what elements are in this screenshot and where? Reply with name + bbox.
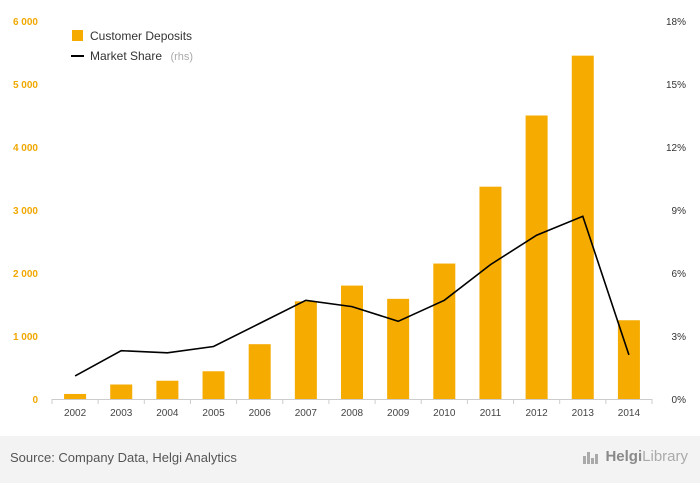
y-left-tick-label: 6 000: [13, 17, 38, 28]
y-left-tick-label: 5 000: [13, 80, 38, 91]
x-tick-label: 2003: [110, 408, 133, 419]
y-right-tick-label: 0%: [672, 395, 687, 406]
x-tick-label: 2010: [433, 408, 456, 419]
bar-2004: [156, 380, 179, 399]
library-logo-icon: [583, 450, 601, 464]
legend-label-market-share: Market Share (rhs): [90, 47, 193, 64]
bar-2013: [571, 55, 594, 400]
y-right-tick-label: 15%: [666, 80, 686, 91]
bar-2003: [110, 384, 133, 399]
deposit-bars: [64, 55, 640, 400]
x-tick-label: 2008: [341, 408, 364, 419]
bar-2006: [248, 344, 271, 399]
helgi-library-logo: HelgiLibrary: [583, 448, 688, 465]
bar-2011: [479, 186, 502, 399]
x-tick-label: 2007: [295, 408, 318, 419]
x-tick-label: 2006: [249, 408, 272, 419]
x-tick-label: 2011: [480, 408, 502, 419]
bar-2008: [341, 285, 363, 399]
y-left-tick-label: 3 000: [13, 206, 38, 217]
x-tick-label: 2005: [202, 408, 225, 419]
y-right-tick-label: 9%: [672, 206, 687, 217]
x-tick-label: 2009: [387, 408, 410, 419]
legend-swatch-deposits: [72, 30, 83, 41]
bar-2010: [433, 263, 456, 399]
x-tick-label: 2014: [618, 408, 641, 419]
logo-word-rest: Library: [642, 448, 688, 465]
y-right-tick-label: 12%: [666, 143, 686, 154]
y-right-tick-label: 3%: [672, 332, 687, 343]
legend-label-market-share-text: Market Share: [90, 49, 162, 63]
x-tick-label: 2004: [156, 408, 179, 419]
axes: 2002 2003 2004 2005 2006 2007 2008 2009 2010 2011…: [13, 17, 686, 419]
y-left-tick-label: 2 000: [13, 269, 38, 280]
bar-2007: [294, 301, 317, 399]
bar-2012: [525, 115, 548, 399]
y-left-tick-label: 1 000: [13, 332, 38, 343]
bar-2005: [202, 371, 225, 399]
x-tick-label: 2013: [572, 408, 595, 419]
y-right-tick-label: 6%: [672, 269, 687, 280]
chart: 2002 2003 2004 2005 2006 2007 2008 2009 2010 2011…: [13, 17, 686, 419]
legend-note-rhs: (rhs): [170, 51, 193, 63]
x-tick-label: 2002: [64, 408, 87, 419]
logo-word-bold: Helgi: [605, 448, 643, 465]
footer: Source: Company Data, Helgi Analytics He…: [0, 436, 700, 483]
y-left-tick-label: 0: [32, 395, 38, 406]
logo-wordmark: HelgiLibrary: [605, 448, 688, 465]
y-left-tick-label: 4 000: [13, 143, 38, 154]
y-right-tick-label: 18%: [666, 17, 686, 28]
bar-2009: [387, 298, 410, 399]
legend: Customer Deposits Market Share (rhs): [71, 29, 193, 64]
x-tick-label: 2012: [525, 408, 548, 419]
source-note: Source: Company Data, Helgi Analytics: [10, 450, 237, 465]
market-share-layer: [74, 215, 630, 377]
legend-label-deposits: Customer Deposits: [90, 29, 192, 43]
bar-2002: [64, 393, 87, 399]
